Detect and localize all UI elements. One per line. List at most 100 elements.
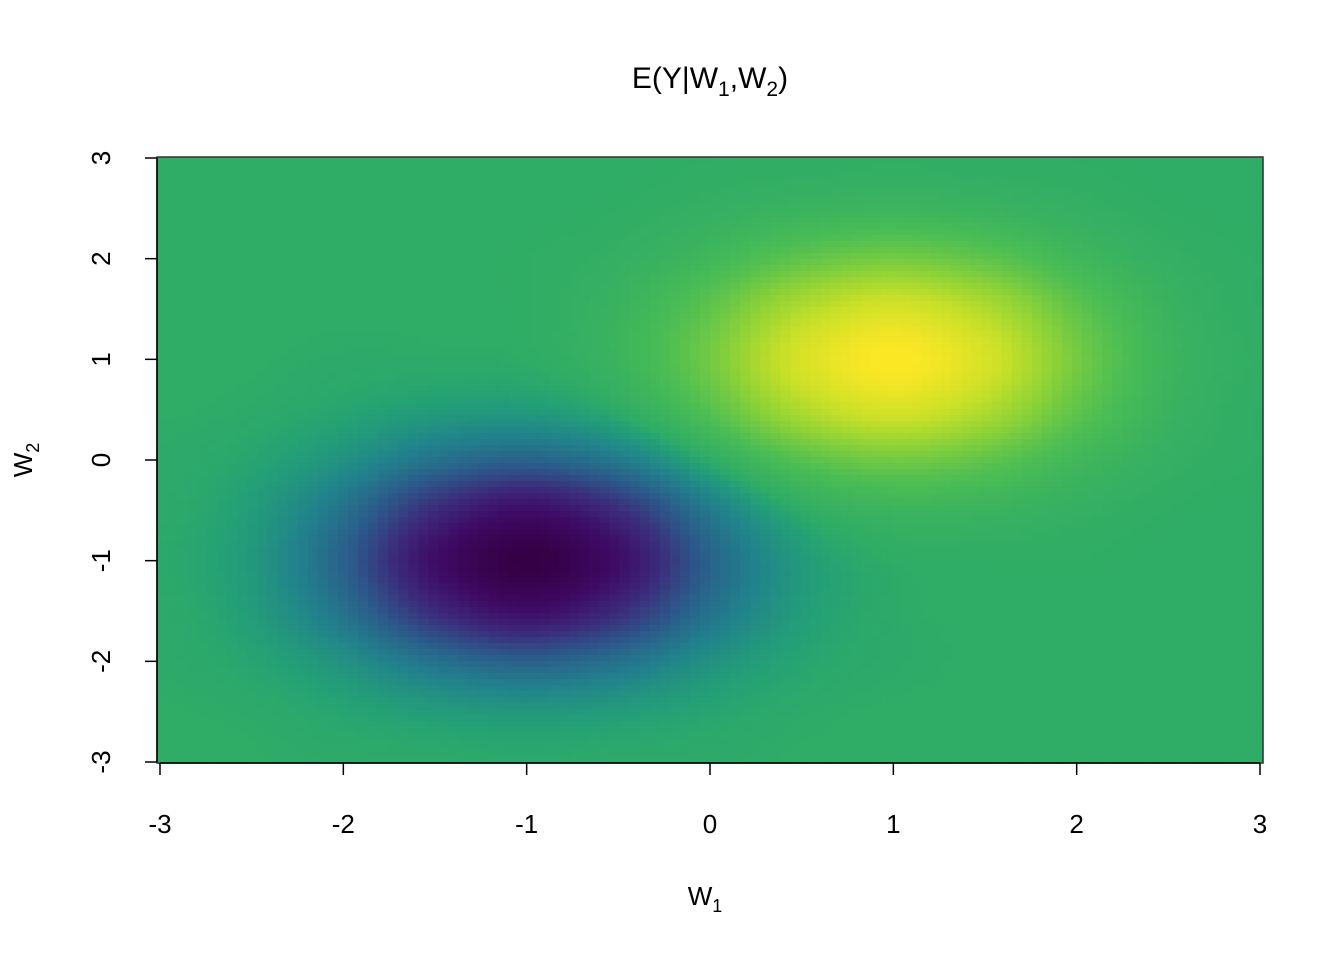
heatmap-cell	[1192, 247, 1204, 254]
heatmap-cell	[830, 253, 842, 260]
heatmap-cell	[1031, 373, 1043, 380]
heatmap-cell	[1142, 331, 1153, 338]
heatmap-cell	[388, 283, 399, 290]
heatmap-cell	[327, 289, 339, 296]
heatmap-cell	[1001, 253, 1013, 260]
heatmap-cell	[559, 361, 570, 368]
heatmap-cell	[337, 229, 349, 236]
heatmap-cell	[941, 211, 952, 218]
heatmap-cell	[1011, 391, 1023, 398]
heatmap-cell	[860, 295, 872, 302]
heatmap-cell	[297, 235, 309, 242]
heatmap-cell	[378, 427, 389, 434]
heatmap-cell	[981, 415, 993, 422]
heatmap-cell	[498, 343, 510, 350]
heatmap-cell	[1011, 181, 1023, 188]
heatmap-cell	[619, 367, 631, 374]
heatmap-cell	[358, 241, 369, 248]
heatmap-cell	[1071, 223, 1083, 230]
heatmap-cell	[237, 199, 249, 206]
heatmap-cell	[167, 169, 178, 176]
heatmap-cell	[498, 421, 510, 428]
heatmap-cell	[1212, 175, 1224, 182]
heatmap-cell	[277, 259, 289, 266]
heatmap-cell	[378, 205, 389, 212]
heatmap-cell	[257, 421, 269, 428]
heatmap-cell	[649, 217, 661, 224]
heatmap-cell	[197, 163, 208, 170]
heatmap-cell	[1252, 211, 1264, 218]
heatmap-cell	[810, 325, 822, 332]
heatmap-cell	[860, 211, 872, 218]
heatmap-cell	[317, 349, 329, 356]
heatmap-cell	[1102, 391, 1113, 398]
heatmap-cell	[810, 223, 822, 230]
heatmap-cell	[1162, 217, 1174, 224]
heatmap-cell	[539, 355, 550, 362]
heatmap-cell	[1031, 415, 1043, 422]
heatmap-cell	[207, 319, 218, 326]
heatmap-cell	[951, 403, 962, 410]
heatmap-cell	[659, 421, 671, 428]
heatmap-cell	[529, 217, 540, 224]
heatmap-cell	[941, 343, 952, 350]
heatmap-cell	[1112, 289, 1123, 296]
heatmap-cell	[257, 229, 269, 236]
heatmap-cell	[880, 193, 892, 200]
heatmap-cell	[901, 169, 912, 176]
heatmap-cell	[448, 385, 460, 392]
heatmap-cell	[327, 319, 339, 326]
heatmap-cell	[197, 157, 208, 164]
heatmap-cell	[890, 355, 902, 362]
heatmap-cell	[1242, 193, 1254, 200]
heatmap-cell	[1142, 295, 1153, 302]
heatmap-cell	[941, 199, 952, 206]
heatmap-cell	[1061, 277, 1073, 284]
heatmap-cell	[167, 385, 178, 392]
heatmap-cell	[850, 409, 862, 416]
heatmap-cell	[1162, 205, 1174, 212]
heatmap-cell	[237, 247, 249, 254]
heatmap-cell	[1082, 355, 1093, 362]
heatmap-cell	[167, 427, 178, 434]
heatmap-cell	[1102, 331, 1113, 338]
heatmap-cell	[337, 241, 349, 248]
heatmap-cell	[800, 241, 812, 248]
heatmap-cell	[448, 283, 460, 290]
heatmap-cell	[921, 241, 932, 248]
heatmap-cell	[498, 283, 510, 290]
heatmap-cell	[1142, 307, 1153, 314]
heatmap-cell	[790, 349, 802, 356]
heatmap-cell	[1082, 217, 1093, 224]
heatmap-cell	[659, 169, 671, 176]
heatmap-cell	[518, 415, 530, 422]
heatmap-cell	[790, 391, 802, 398]
heatmap-cell	[720, 355, 731, 362]
heatmap-cell	[790, 379, 802, 386]
heatmap-cell	[931, 355, 942, 362]
heatmap-cell	[267, 205, 279, 212]
heatmap-cell	[830, 169, 842, 176]
heatmap-cell	[981, 361, 993, 368]
heatmap-cell	[237, 277, 249, 284]
heatmap-cell	[589, 295, 600, 302]
heatmap-cell	[890, 307, 902, 314]
heatmap-cell	[710, 163, 721, 170]
heatmap-cell	[770, 397, 781, 404]
heatmap-cell	[790, 187, 802, 194]
heatmap-cell	[609, 253, 621, 260]
heatmap-cell	[287, 229, 299, 236]
heatmap-cell	[981, 385, 993, 392]
heatmap-cell	[589, 361, 600, 368]
heatmap-cell	[740, 265, 751, 272]
heatmap-cell	[267, 409, 279, 416]
heatmap-cell	[247, 199, 259, 206]
heatmap-cell	[780, 253, 792, 260]
heatmap-cell	[1252, 325, 1264, 332]
heatmap-cell	[1152, 205, 1164, 212]
heatmap-cell	[297, 397, 309, 404]
heatmap-cell	[1041, 175, 1053, 182]
heatmap-cell	[1252, 415, 1264, 422]
heatmap-cell	[327, 277, 339, 284]
heatmap-cell	[1212, 199, 1224, 206]
